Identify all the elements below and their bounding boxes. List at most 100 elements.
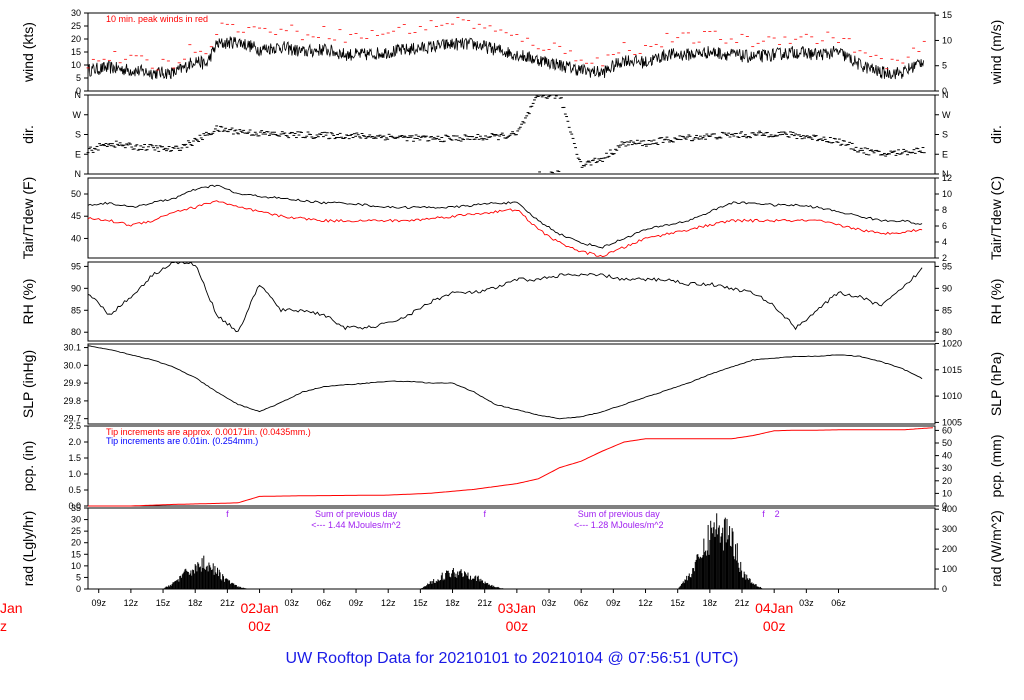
rad-ytick-label-left: 30 <box>71 515 81 525</box>
x-tick-label: 06z <box>574 598 589 608</box>
slp-ytick-label-left: 30.0 <box>63 360 81 370</box>
pcp-ytick-label-left: 1.5 <box>68 453 81 463</box>
rh-ytick-label-right: 80 <box>942 327 952 337</box>
rad-mark: 2 <box>775 509 780 519</box>
pcp-ytick-label-right: 10 <box>942 488 952 498</box>
slp-ytick-label-right: 1015 <box>942 365 962 375</box>
pcp-ylabel-right: pcp. (mm) <box>988 435 1004 498</box>
wind-ytick-label-left: 20 <box>71 34 81 44</box>
pcp-ytick-label-left: 0.0 <box>68 501 81 511</box>
slp-ytick-label-left: 29.8 <box>63 396 81 406</box>
wind-ylabel-right: wind (m/s) <box>988 20 1004 86</box>
wind-ytick-label-right: 5 <box>942 61 947 71</box>
x-tick-label: 21z <box>477 598 492 608</box>
x-tick-label: 03z <box>284 598 299 608</box>
rad-ytick-label-right: 0 <box>942 584 947 594</box>
x-tick-label: 12z <box>638 598 653 608</box>
rh-ytick-label-left: 95 <box>71 261 81 271</box>
slp-ylabel-right: SLP (hPa) <box>988 352 1004 416</box>
dir-ytick-label-right: E <box>942 149 948 159</box>
slp-ytick-label-right: 1010 <box>942 391 962 401</box>
rad-mark: f <box>226 509 229 519</box>
pcp-ytick-label-right: 20 <box>942 476 952 486</box>
dir-ylabel-right: dir. <box>988 125 1004 144</box>
rh-ytick-label-right: 90 <box>942 283 952 293</box>
rh-series-line <box>87 261 923 333</box>
dir-ytick-label-left: S <box>75 130 81 140</box>
x-tick-label: 18z <box>188 598 203 608</box>
rad-ytick-label-left: 15 <box>71 549 81 559</box>
x-tick-label: 15z <box>156 598 171 608</box>
temp-ytick-label-right: 12 <box>942 173 952 183</box>
x-tick-label: 15z <box>413 598 428 608</box>
temp-frame <box>87 177 936 259</box>
rad-mark: f <box>483 509 486 519</box>
slp-ytick-label-left: 30.1 <box>63 343 81 353</box>
dir-frame <box>87 94 936 175</box>
wind-peak-series <box>86 16 926 71</box>
pcp-ytick-label-left: 2.0 <box>68 437 81 447</box>
rh-ytick-label-right: 85 <box>942 305 952 315</box>
wind-ytick-label-left: 0 <box>76 86 81 96</box>
wind-ytick-label-left: 5 <box>76 73 81 83</box>
rad-ytick-label-left: 10 <box>71 561 81 571</box>
day-label-date: 03Jan <box>498 600 536 616</box>
x-tick-label: 09z <box>91 598 106 608</box>
temp-ytick-label-right: 4 <box>942 237 947 247</box>
temp-ytick-label-right: 8 <box>942 205 947 215</box>
pcp-ytick-label-right: 50 <box>942 438 952 448</box>
wind-ytick-label-left: 10 <box>71 60 81 70</box>
pcp-ytick-label-left: 1.0 <box>68 469 81 479</box>
x-tick-label: 09z <box>349 598 364 608</box>
rh-ytick-label-left: 85 <box>71 305 81 315</box>
wind-ytick-label-right: 10 <box>942 35 952 45</box>
wind-ytick-label-left: 15 <box>71 47 81 57</box>
rad-sum-value: <--- 1.28 MJoules/m^2 <box>574 520 664 530</box>
pcp-note-red: Tip increments are approx. 0.00171in. (0… <box>106 427 311 437</box>
temp-ytick-label-left: 40 <box>71 233 81 243</box>
rh-ytick-label-left: 80 <box>71 327 81 337</box>
slp-ytick-label-right: 1005 <box>942 417 962 427</box>
x-tick-label: 06z <box>317 598 332 608</box>
rad-ytick-label-right: 100 <box>942 564 957 574</box>
pcp-frame <box>87 425 936 507</box>
wind-annotation: 10 min. peak winds in red <box>106 14 208 24</box>
rad-sum-label: Sum of previous day <box>315 509 398 519</box>
dir-series <box>86 94 926 175</box>
rad-ytick-label-left: 20 <box>71 538 81 548</box>
rh-frame <box>87 261 936 342</box>
rad-ytick-label-left: 5 <box>76 572 81 582</box>
pcp-note-blue: Tip increments are 0.01in. (0.254mm.) <box>106 436 258 446</box>
wind-ytick-label-right: 15 <box>942 10 952 20</box>
rad-sum-value: <--- 1.44 MJoules/m^2 <box>311 520 401 530</box>
x-tick-label: 18z <box>703 598 718 608</box>
x-tick-label: 03z <box>799 598 814 608</box>
wind-ytick-label-left: 30 <box>71 8 81 18</box>
day-label-date: 04Jan <box>755 600 793 616</box>
pcp-ytick-label-right: 40 <box>942 451 952 461</box>
x-tick-label: 09z <box>606 598 621 608</box>
rad-ytick-label-left: 25 <box>71 526 81 536</box>
x-tick-label: 21z <box>735 598 750 608</box>
slp-ylabel-left: SLP (inHg) <box>20 350 36 418</box>
rad-ytick-label-right: 300 <box>942 524 957 534</box>
pcp-ytick-label-right: 60 <box>942 425 952 435</box>
wind-ytick-label-left: 25 <box>71 21 81 31</box>
tair-series-line <box>87 184 923 249</box>
wind-ylabel-left: wind (kts) <box>20 22 36 83</box>
wind-series-line <box>87 36 924 80</box>
rh-ylabel-right: RH (%) <box>988 279 1004 325</box>
rh-ytick-label-right: 95 <box>942 261 952 271</box>
temp-ytick-label-left: 45 <box>71 211 81 221</box>
dir-ytick-label-left: N <box>75 90 82 100</box>
day-label-hour: 00z <box>506 618 529 634</box>
temp-ylabel-right: Tair/Tdew (C) <box>988 176 1004 260</box>
rad-ytick-label-right: 400 <box>942 504 957 514</box>
temp-ytick-label-right: 2 <box>942 253 947 263</box>
dir-ytick-label-right: N <box>942 169 949 179</box>
day-label-hour: 00z <box>248 618 271 634</box>
day-label-date: 02Jan <box>240 600 278 616</box>
dir-ytick-label-left: E <box>75 149 81 159</box>
wind-ytick-label-right: 0 <box>942 86 947 96</box>
